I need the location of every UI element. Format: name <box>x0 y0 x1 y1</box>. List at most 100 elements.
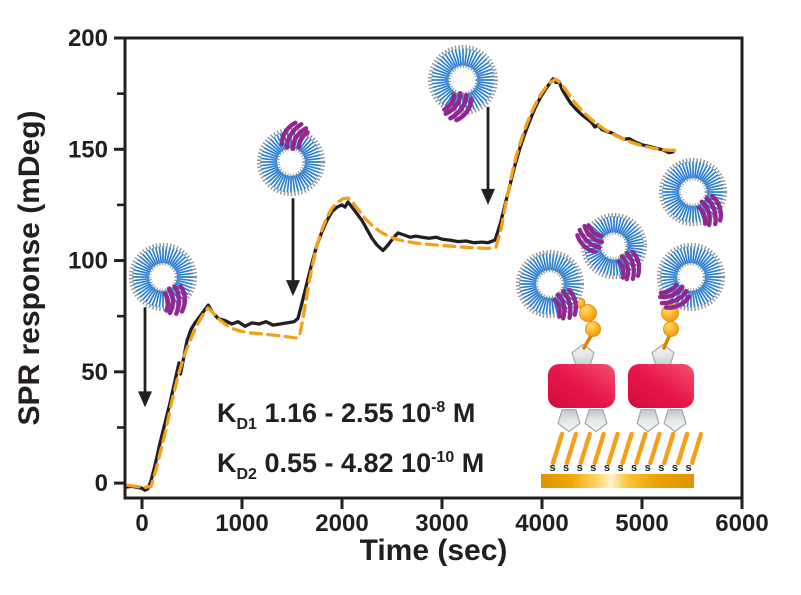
lipid-tail <box>147 249 158 266</box>
lipid-tail <box>660 279 678 286</box>
liposome-icon <box>656 242 726 312</box>
lipid-tail <box>272 172 284 188</box>
lipid-tail <box>701 284 717 296</box>
lipid-tail <box>436 87 452 99</box>
lipid-tail <box>522 289 539 300</box>
lipid-tail <box>557 258 569 274</box>
lipid-tail <box>699 253 712 268</box>
liposome-icon <box>256 120 326 197</box>
lipid-tail <box>293 175 300 193</box>
lipid-tail <box>545 253 550 271</box>
lipid-tail <box>476 84 493 93</box>
lipid-tail <box>698 287 710 303</box>
x-tick-label: 0 <box>135 510 148 537</box>
lipid-tail <box>433 67 450 76</box>
lipid-tail <box>260 157 278 162</box>
kd1-exponent: -8 <box>431 399 446 416</box>
lipid-tail <box>304 153 322 160</box>
arrowhead-icon <box>481 188 495 205</box>
lipid-tail <box>137 258 153 270</box>
lipid-tail <box>441 90 455 105</box>
thiol-label: s <box>563 462 569 474</box>
lipid-tail <box>609 259 614 276</box>
kd-line-1: KD1 1.16 - 2.55 10-8 M <box>217 391 484 441</box>
y-tick-label: 100 <box>68 248 108 275</box>
lipid-tail <box>626 234 643 243</box>
lipid-tail <box>441 55 455 70</box>
alkane-chain <box>689 431 704 466</box>
liposome-lumen <box>452 69 474 91</box>
membrane-protein <box>442 91 474 123</box>
lipid-tail <box>674 166 686 182</box>
lipid-tail <box>303 150 320 158</box>
lipid-tail <box>693 161 698 179</box>
arrowhead-icon <box>138 391 152 408</box>
lipid-tail <box>538 296 546 313</box>
lipid-tail <box>132 279 150 286</box>
alkane-chain <box>564 431 579 466</box>
kd2-range: 0.55 - 4.82 10 <box>256 448 432 478</box>
lipid-tail <box>538 255 546 272</box>
lipid-tail <box>433 84 450 93</box>
lipid-tail <box>563 279 581 284</box>
lipid-tail <box>279 174 287 191</box>
lipid-tail <box>622 223 635 237</box>
lipid-tail <box>431 75 449 80</box>
lipid-tail <box>703 173 719 185</box>
lipid-tail <box>672 201 685 216</box>
lipid-tail <box>434 64 451 75</box>
kd2-exponent: -10 <box>431 449 455 466</box>
y-tick-label: 150 <box>68 136 108 163</box>
lipid-tail <box>695 248 703 265</box>
lipid-tail <box>519 275 537 282</box>
thiol-label: s <box>549 462 555 474</box>
lipid-tail <box>662 183 680 190</box>
lipid-tail <box>693 246 700 264</box>
lipid-tail <box>529 260 542 275</box>
lipid-tail <box>465 49 472 67</box>
lipid-tail <box>265 169 281 181</box>
lipid-tail <box>282 175 289 193</box>
lipid-tail <box>298 172 310 188</box>
lipid-tail <box>176 279 194 286</box>
lipid-tail <box>541 253 548 271</box>
lipid-tail <box>144 287 156 303</box>
lipid-tail <box>587 251 603 261</box>
inner-lipid-heads <box>599 231 629 261</box>
lipid-tail <box>468 51 479 68</box>
gold-sensor-surface <box>541 474 694 488</box>
liposome-lumen <box>539 273 561 295</box>
lipid-tail <box>454 49 461 67</box>
lipid-tail <box>447 51 458 68</box>
lipid-tail <box>699 286 712 301</box>
lipid-tail <box>591 254 605 267</box>
lipid-tail <box>662 192 680 197</box>
lipid-tail <box>702 171 717 184</box>
linker-bead <box>585 321 601 337</box>
lipid-tail <box>438 58 453 72</box>
lipid-tail <box>701 258 717 270</box>
lipid-tail <box>561 268 578 279</box>
lipid-tail <box>563 284 581 289</box>
antibody-unit <box>628 343 694 433</box>
lipid-tail <box>627 246 644 251</box>
lipid-tail <box>663 261 680 272</box>
lipid-tail <box>697 163 705 180</box>
lipid-tail <box>134 265 151 273</box>
lipid-tail <box>132 268 150 275</box>
lipid-tail <box>470 53 482 69</box>
lipid-tail <box>688 161 693 179</box>
liposome-icon <box>658 157 728 228</box>
lipid-tail <box>606 258 612 276</box>
lipid-tail <box>267 141 282 154</box>
lipid-tail <box>477 80 495 85</box>
lipid-tail <box>286 175 291 193</box>
lipid-tail <box>173 258 189 270</box>
lipid-tail <box>175 281 192 289</box>
lipid-tail <box>596 256 608 271</box>
lipid-tail <box>704 176 721 187</box>
lipid-tail <box>534 256 545 273</box>
lipid-tail <box>165 246 172 264</box>
lipid-tail <box>135 261 152 272</box>
lipid-tail <box>524 291 540 303</box>
